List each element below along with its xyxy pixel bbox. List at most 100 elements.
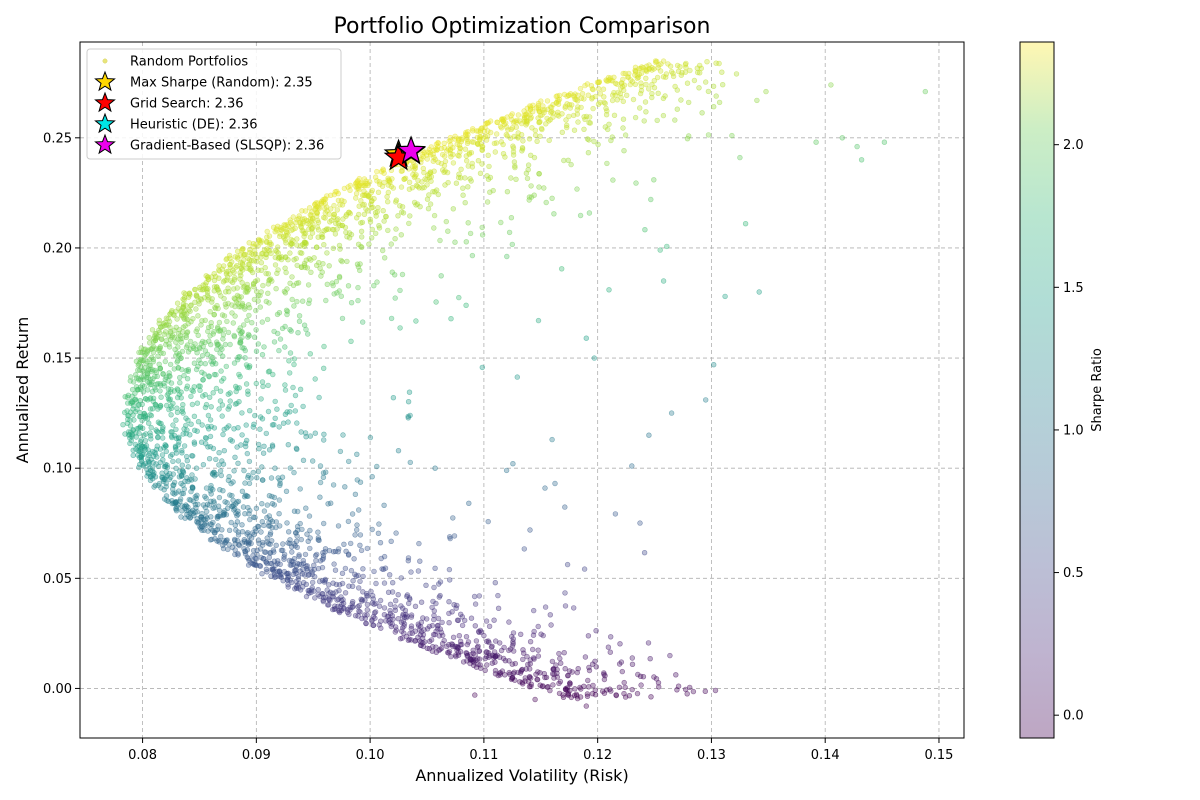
portfolio-point	[606, 121, 612, 128]
portfolio-point	[312, 206, 318, 213]
portfolio-point	[132, 441, 139, 448]
portfolio-point	[591, 138, 597, 145]
portfolio-point	[301, 216, 308, 222]
portfolio-point	[241, 283, 248, 290]
portfolio-point	[643, 63, 650, 69]
portfolio-point	[216, 507, 223, 513]
portfolio-point	[231, 468, 237, 474]
portfolio-point	[353, 190, 360, 197]
portfolio-point	[395, 615, 401, 622]
portfolio-point	[361, 188, 367, 195]
portfolio-point	[638, 65, 644, 72]
portfolio-point	[456, 632, 462, 639]
portfolio-point	[178, 514, 184, 520]
portfolio-point	[326, 582, 332, 588]
portfolio-point	[363, 206, 369, 212]
portfolio-point	[651, 177, 657, 183]
portfolio-point	[247, 507, 253, 514]
portfolio-point	[298, 429, 304, 435]
portfolio-point	[242, 511, 248, 517]
portfolio-point	[257, 426, 263, 432]
portfolio-point	[277, 336, 284, 342]
portfolio-point	[381, 502, 387, 508]
portfolio-point	[528, 183, 534, 189]
portfolio-point	[395, 213, 401, 219]
portfolio-point	[542, 604, 549, 610]
portfolio-point	[521, 116, 527, 122]
portfolio-point	[359, 598, 365, 604]
portfolio-point	[622, 70, 628, 77]
portfolio-point	[232, 274, 238, 281]
portfolio-point	[702, 79, 709, 85]
portfolio-point	[538, 631, 544, 637]
portfolio-point	[241, 251, 248, 258]
portfolio-point	[558, 266, 565, 272]
portfolio-point	[277, 561, 283, 567]
portfolio-point	[577, 212, 584, 219]
portfolio-point	[312, 595, 318, 601]
portfolio-point	[373, 600, 379, 607]
portfolio-point	[359, 615, 365, 622]
portfolio-point	[556, 650, 562, 657]
portfolio-point	[583, 703, 589, 709]
portfolio-point	[492, 149, 498, 155]
portfolio-point	[637, 90, 644, 97]
portfolio-point	[517, 679, 523, 685]
portfolio-point	[294, 242, 300, 248]
legend-star-symbol	[94, 112, 116, 134]
portfolio-point	[684, 80, 691, 86]
portfolio-point	[249, 320, 255, 326]
portfolio-point	[719, 69, 725, 75]
portfolio-point	[374, 279, 380, 285]
portfolio-point	[147, 430, 153, 436]
portfolio-point	[491, 140, 498, 147]
y-tick-label: 0.20	[43, 241, 72, 256]
portfolio-point	[521, 546, 527, 552]
portfolio-point	[162, 322, 168, 329]
portfolio-point	[191, 439, 198, 445]
portfolio-point	[509, 661, 515, 667]
portfolio-point	[143, 431, 149, 437]
portfolio-point	[151, 470, 157, 476]
portfolio-point	[677, 64, 683, 70]
portfolio-point	[535, 653, 542, 659]
portfolio-point	[483, 653, 490, 660]
portfolio-point	[462, 146, 469, 152]
portfolio-point	[497, 670, 503, 676]
portfolio-point	[185, 321, 191, 327]
portfolio-point	[484, 662, 490, 668]
portfolio-point	[308, 589, 314, 596]
portfolio-point	[405, 557, 411, 564]
portfolio-point	[520, 650, 527, 656]
portfolio-point	[585, 684, 592, 690]
portfolio-point	[148, 456, 154, 463]
portfolio-point	[620, 98, 626, 105]
portfolio-point	[696, 70, 703, 76]
portfolio-point	[432, 565, 438, 571]
portfolio-point	[198, 523, 205, 530]
portfolio-point	[270, 371, 276, 378]
portfolio-point	[388, 183, 394, 190]
portfolio-point	[302, 240, 308, 246]
portfolio-point	[655, 680, 662, 686]
portfolio-point	[589, 661, 596, 667]
portfolio-point	[139, 358, 146, 364]
portfolio-point	[500, 141, 506, 148]
portfolio-point	[297, 386, 304, 392]
portfolio-point	[385, 589, 392, 595]
portfolio-point	[354, 477, 360, 483]
portfolio-point	[422, 176, 428, 182]
portfolio-point	[613, 692, 619, 698]
portfolio-point	[420, 615, 426, 621]
portfolio-point	[192, 476, 198, 482]
portfolio-point	[348, 300, 355, 306]
portfolio-point	[438, 273, 444, 279]
portfolio-point	[346, 583, 352, 589]
portfolio-point	[523, 170, 530, 176]
portfolio-point	[664, 243, 670, 250]
portfolio-point	[668, 410, 675, 416]
portfolio-point	[241, 322, 247, 328]
portfolio-point	[175, 442, 181, 448]
portfolio-point	[146, 452, 152, 459]
portfolio-point	[318, 201, 325, 207]
